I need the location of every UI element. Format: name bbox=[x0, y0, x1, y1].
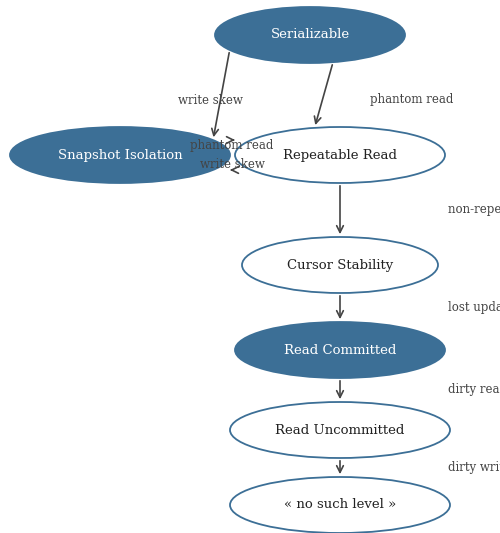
Text: phantom read: phantom read bbox=[370, 93, 454, 107]
Text: write skew: write skew bbox=[178, 93, 242, 107]
Ellipse shape bbox=[235, 127, 445, 183]
Text: Cursor Stability: Cursor Stability bbox=[287, 259, 393, 271]
Text: dirty write: dirty write bbox=[448, 462, 500, 474]
Text: dirty read: dirty read bbox=[448, 384, 500, 397]
Ellipse shape bbox=[235, 322, 445, 378]
Ellipse shape bbox=[215, 7, 405, 63]
Text: Repeatable Read: Repeatable Read bbox=[283, 149, 397, 161]
Text: lost update: lost update bbox=[448, 302, 500, 314]
Text: Read Uncommitted: Read Uncommitted bbox=[276, 424, 404, 437]
Ellipse shape bbox=[242, 237, 438, 293]
Text: Serializable: Serializable bbox=[270, 28, 349, 42]
Text: non-repeatable read: non-repeatable read bbox=[448, 204, 500, 216]
Ellipse shape bbox=[230, 402, 450, 458]
Ellipse shape bbox=[10, 127, 230, 183]
Text: « no such level »: « no such level » bbox=[284, 498, 396, 512]
Text: write skew: write skew bbox=[200, 158, 264, 172]
Ellipse shape bbox=[230, 477, 450, 533]
Text: phantom read: phantom read bbox=[190, 139, 274, 151]
Text: Read Committed: Read Committed bbox=[284, 343, 396, 357]
Text: Snapshot Isolation: Snapshot Isolation bbox=[58, 149, 182, 161]
